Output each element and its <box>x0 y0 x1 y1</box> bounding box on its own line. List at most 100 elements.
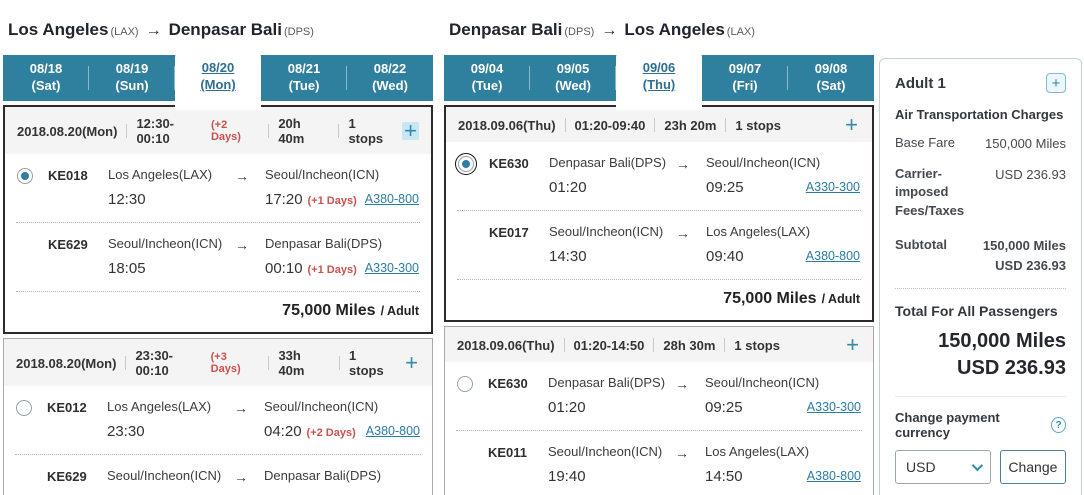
option-stops: 1 stops <box>735 117 781 133</box>
option-time-range: 12:30-00:10 <box>136 116 175 146</box>
inbound-date-tab-0904[interactable]: 09/04 (Tue) <box>444 55 530 101</box>
segment-arrow-icon: → <box>235 237 249 253</box>
option-stops: 1 stops <box>348 116 384 146</box>
arrival-time: 17:20 <box>265 191 303 208</box>
inbound-date-tab-0908[interactable]: 09/08 (Sat) <box>814 61 848 93</box>
flight-number: KE011 <box>488 445 528 460</box>
outbound-date-tab-0820-active[interactable]: 08/20 (Mon) <box>175 52 261 110</box>
option-time-range: 01:20-14:50 <box>573 337 645 353</box>
arrival-airport: Denpasar Bali(DPS) <box>264 468 382 483</box>
option-duration: 28h 30m <box>663 337 716 353</box>
option-date: 2018.09.06(Thu) <box>457 337 555 353</box>
inbound-date-tab-0905[interactable]: 09/05 (Wed) <box>530 55 616 101</box>
flight-segment: KE011 Seoul/Incheon(ICN) 19:40 → Los Ang… <box>445 431 873 495</box>
outbound-option-2-card: 2018.08.20(Mon) 23:30-00:10 (+3 Days) 33… <box>3 338 433 495</box>
arrival-airport: Seoul/Incheon(ICN) <box>265 167 380 182</box>
flight-number: KE012 <box>47 400 87 415</box>
option-time-range: 01:20-09:40 <box>574 117 646 133</box>
departure-airport: Denpasar Bali(DPS) <box>549 155 667 170</box>
aircraft-link[interactable]: A330-300 <box>364 261 419 275</box>
segment-arrow-icon: → <box>675 376 689 392</box>
outbound-to-code: (DPS) <box>283 26 314 38</box>
change-currency-button[interactable]: Change <box>999 450 1066 485</box>
flight-number: KE630 <box>488 376 528 391</box>
aircraft-link[interactable]: A330-300 <box>805 180 860 194</box>
arrival-airport: Seoul/Incheon(ICN) <box>264 399 379 414</box>
passenger-label: Adult 1 <box>895 74 946 92</box>
aircraft-link[interactable]: A380-800 <box>364 192 419 206</box>
arrival-time: 04:20 <box>264 423 302 440</box>
outbound-date-tab-0821[interactable]: 08/21 (Tue) <box>261 55 347 101</box>
chevron-down-icon <box>971 459 983 472</box>
per-adult-label: / Adult <box>821 292 860 306</box>
flight-number: KE018 <box>48 168 88 183</box>
currency-select[interactable]: USD <box>895 450 991 485</box>
outbound-option-1-radio[interactable] <box>17 168 33 184</box>
flight-number: KE630 <box>489 156 529 171</box>
inbound-date-tabs: 09/04 (Tue) 09/05 (Wed) 09/06 (Thu) 09/07 (F… <box>444 52 874 110</box>
expand-details-icon[interactable]: + <box>402 118 419 143</box>
arrival-days-note: (+2 Days) <box>306 427 356 439</box>
route-arrow-icon: → <box>601 22 618 39</box>
aircraft-link[interactable]: A380-800 <box>806 469 861 483</box>
inbound-option-1-summary: 2018.09.06(Thu) 01:20-09:40 23h 20m 1 st… <box>446 107 872 142</box>
outbound-option-2-radio[interactable] <box>16 400 32 416</box>
arrival-time: 09:40 <box>706 248 744 265</box>
outbound-date-tab-0818[interactable]: 08/18 (Sat) <box>3 55 89 101</box>
departure-airport: Seoul/Incheon(ICN) <box>108 236 223 251</box>
inbound-option-1-radio[interactable] <box>455 153 477 175</box>
segment-arrow-icon: → <box>235 168 249 184</box>
arrival-time: 09:25 <box>705 399 743 416</box>
help-icon[interactable]: ? <box>1051 417 1066 434</box>
carrier-fees-value: USD 236.93 <box>995 166 1066 182</box>
expand-details-icon[interactable]: + <box>845 112 858 137</box>
inbound-option-2-radio[interactable] <box>457 376 473 392</box>
inbound-date-tab-0907[interactable]: 09/07 (Fri) <box>702 55 788 101</box>
aircraft-link[interactable]: A330-300 <box>806 400 861 414</box>
currency-section-label: Change payment currency <box>895 410 1000 441</box>
inbound-to-city: Los Angeles <box>624 20 725 39</box>
outbound-date-tab-0819[interactable]: 08/19 (Sun) <box>89 55 175 101</box>
charges-section-title: Air Transportation Charges <box>895 107 1064 122</box>
expand-passenger-icon[interactable]: + <box>1046 73 1066 93</box>
flight-number: KE629 <box>48 237 88 252</box>
departure-airport: Seoul/Incheon(ICN) <box>548 444 663 459</box>
option-duration: 20h 40m <box>278 116 305 146</box>
inbound-route-title: Denpasar Bali (DPS) → Los Angeles (LAX) <box>449 20 874 40</box>
segment-arrow-icon: → <box>676 225 690 241</box>
outbound-option-2-summary: 2018.08.20(Mon) 23:30-00:10 (+3 Days) 33… <box>4 339 432 386</box>
arrival-airport: Los Angeles(LAX) <box>706 224 811 239</box>
arrival-airport: Denpasar Bali(DPS) <box>265 236 383 251</box>
total-label: Total For All Passengers <box>895 303 1058 320</box>
departure-time: 01:20 <box>549 179 587 196</box>
aircraft-link[interactable]: A330-300 <box>366 493 420 495</box>
option-date: 2018.09.06(Thu) <box>458 117 556 133</box>
inbound-option-2-card: 2018.09.06(Thu) 01:20-14:50 28h 30m 1 st… <box>444 326 874 495</box>
departure-airport: Los Angeles(LAX) <box>107 399 212 414</box>
aircraft-link[interactable]: A380-800 <box>805 249 860 263</box>
aircraft-link[interactable]: A380-800 <box>365 424 420 438</box>
outbound-route-title: Los Angeles (LAX) → Denpasar Bali (DPS) <box>8 20 433 40</box>
segment-arrow-icon: → <box>234 400 248 416</box>
inbound-date-tab-0906-active[interactable]: 09/06 (Thu) <box>616 52 702 110</box>
expand-details-icon[interactable]: + <box>405 350 418 375</box>
departure-time: 23:30 <box>107 423 145 440</box>
arrival-time: 00:10 <box>264 492 302 495</box>
departure-airport: Los Angeles(LAX) <box>108 167 213 182</box>
arrival-time: 00:10 <box>265 260 303 277</box>
departure-time: 18:05 <box>108 260 146 277</box>
inbound-from-city: Denpasar Bali <box>449 20 563 39</box>
flight-segment: KE017 Seoul/Incheon(ICN) 14:30 → Los Ang… <box>446 211 872 279</box>
outbound-date-tab-0822[interactable]: 08/22 (Wed) <box>372 61 408 93</box>
departure-time: 18:05 <box>107 492 145 495</box>
departure-time: 12:30 <box>108 191 146 208</box>
option-date: 2018.08.20(Mon) <box>17 123 118 139</box>
departure-airport: Seoul/Incheon(ICN) <box>107 468 222 483</box>
arrival-time: 09:25 <box>706 179 744 196</box>
departure-time: 14:30 <box>549 248 587 265</box>
option-time-range: 23:30-00:10 <box>135 348 174 378</box>
outbound-option-1-summary: 2018.08.20(Mon) 12:30-00:10 (+2 Days) 20… <box>5 107 431 154</box>
fare-summary-sidebar: Adult 1 + Air Transportation Charges Bas… <box>879 58 1082 495</box>
expand-details-icon[interactable]: + <box>846 332 859 357</box>
arrival-time: 14:50 <box>705 468 743 485</box>
